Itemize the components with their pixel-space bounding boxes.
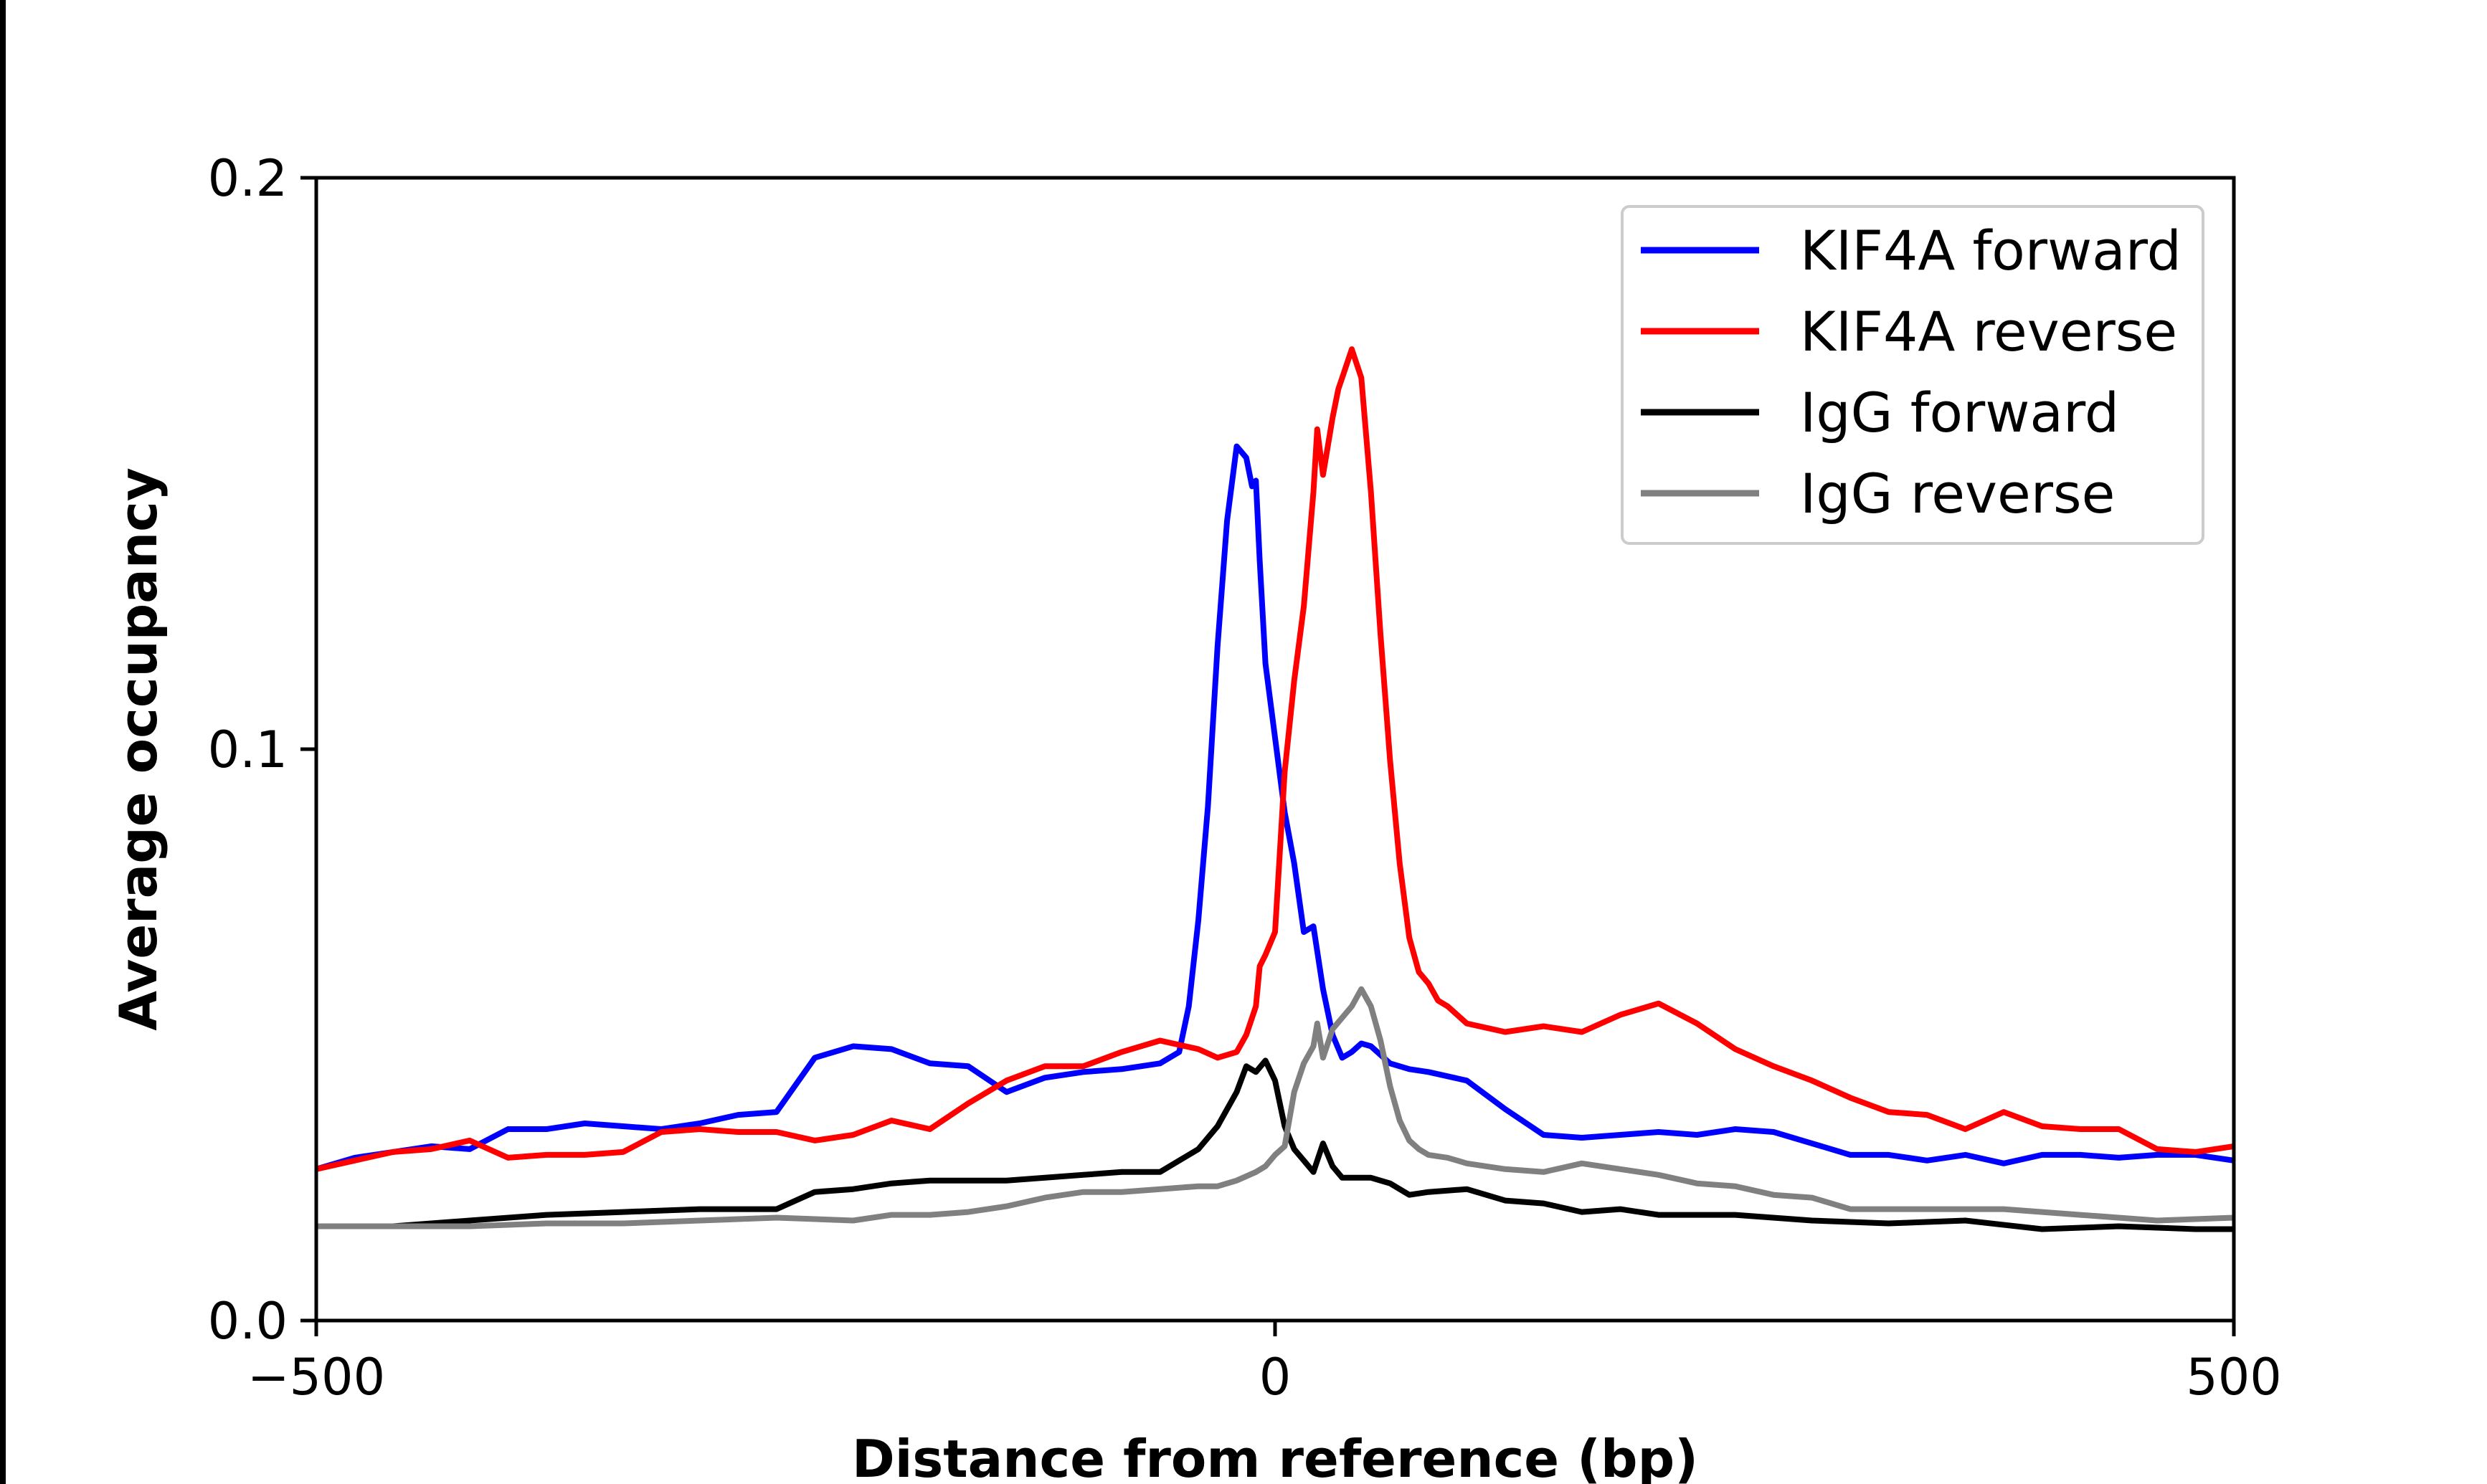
series-line-igg-forward [316, 1057, 2234, 1232]
y-tick-label: 0.2 [208, 149, 288, 208]
series-line-igg-reverse [316, 986, 2234, 1229]
y-axis: 0.0 0.1 0.2 [208, 149, 316, 1351]
y-tick-label: 0.0 [208, 1292, 288, 1351]
series-layer [316, 346, 2234, 1232]
series-line-kif4a-forward [316, 443, 2234, 1172]
x-tick-label: −500 [247, 1348, 385, 1407]
legend-label-kif4a-reverse: KIF4A reverse [1800, 300, 2177, 363]
series-line-kif4a-reverse [316, 346, 2234, 1172]
x-axis: −500 0 500 [247, 1321, 2282, 1407]
y-axis-label: Average occupancy [108, 467, 169, 1031]
x-axis-label: Distance from reference (bp) [852, 1429, 1698, 1484]
x-tick-label: 500 [2186, 1348, 2282, 1407]
legend: KIF4A forward KIF4A reverse IgG forward IgG… [1621, 205, 2204, 545]
legend-label-igg-forward: IgG forward [1800, 381, 2119, 444]
legend-box [1621, 205, 2204, 545]
left-border [0, 0, 6, 1484]
y-tick-label: 0.1 [208, 720, 288, 779]
legend-label-kif4a-forward: KIF4A forward [1800, 219, 2182, 282]
legend-label-igg-reverse: IgG reverse [1800, 462, 2115, 525]
x-tick-label: 0 [1259, 1348, 1292, 1407]
